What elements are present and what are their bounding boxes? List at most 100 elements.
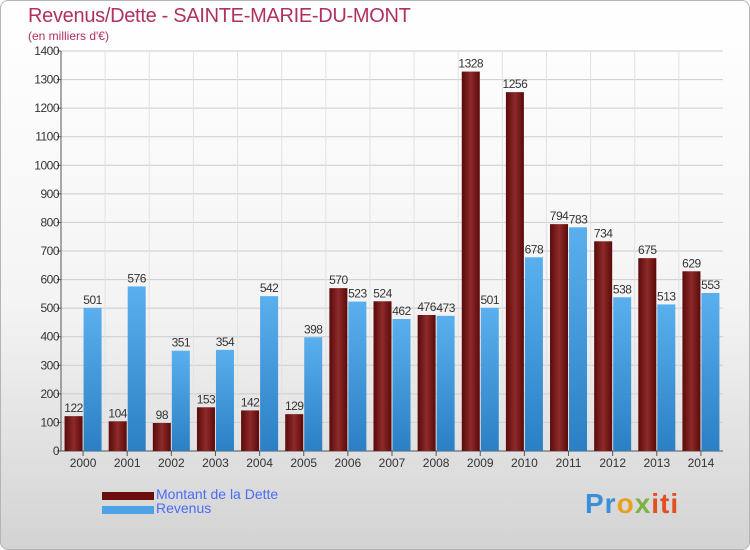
bar-dette <box>461 71 480 452</box>
bar-dette <box>594 241 613 451</box>
legend-label-revenus: Revenus <box>156 500 212 516</box>
data-label-revenus: 538 <box>613 282 632 296</box>
x-tick-label: 2010 <box>511 456 538 470</box>
bar-dette <box>285 414 304 451</box>
data-label-dette: 129 <box>285 399 304 413</box>
bar-revenus <box>348 301 367 451</box>
x-tick-label: 2006 <box>335 456 362 470</box>
bar-dette <box>550 224 569 451</box>
y-tick-label: 900 <box>40 187 59 201</box>
chart-subtitle: (en milliers d'€) <box>28 29 109 43</box>
bar-dette <box>638 258 657 451</box>
data-label-revenus: 473 <box>436 301 455 315</box>
bars <box>64 71 720 452</box>
x-tick-label: 2011 <box>556 456 582 470</box>
data-label-revenus: 783 <box>569 212 588 226</box>
chart-title: Revenus/Dette - SAINTE-MARIE-DU-MONT <box>28 5 411 27</box>
data-label-revenus: 553 <box>701 278 720 292</box>
y-tick-label: 700 <box>40 244 59 258</box>
bar-revenus <box>304 337 323 451</box>
bar-dette <box>196 407 215 451</box>
data-label-dette: 629 <box>682 256 701 270</box>
bar-dette <box>152 423 171 451</box>
data-label-dette: 142 <box>241 395 260 409</box>
y-tick-label: 1400 <box>34 44 60 58</box>
y-tick-label: 500 <box>40 301 59 315</box>
legend-swatch-dette <box>102 492 154 500</box>
y-tick-label: 100 <box>40 415 59 429</box>
bar-revenus <box>83 307 102 451</box>
data-label-revenus: 501 <box>83 293 102 307</box>
data-label-dette: 122 <box>64 401 83 415</box>
data-label-revenus: 523 <box>348 287 367 301</box>
bar-revenus <box>436 315 455 451</box>
x-tick-label: 2013 <box>643 456 670 470</box>
x-tick-label: 2002 <box>158 456 185 470</box>
bar-revenus <box>613 297 632 451</box>
bar-dette <box>108 421 127 451</box>
x-tick-label: 2014 <box>688 456 715 470</box>
bar-revenus <box>657 304 676 451</box>
axes: 0 100 200 300 400 500 600 700 800 900 1000 1100 1200… <box>34 44 723 470</box>
data-labels: 1225011045769835115335414254212939857052… <box>64 57 721 422</box>
x-tick-label: 2003 <box>202 456 229 470</box>
x-tick-label: 2004 <box>246 456 273 470</box>
y-tick-label: 400 <box>40 330 59 344</box>
y-tick-label: 200 <box>40 387 59 401</box>
bar-dette <box>241 410 260 451</box>
bar-dette <box>505 92 524 452</box>
proxiti-logo: Proxiti <box>585 488 680 519</box>
bar-revenus <box>701 293 720 451</box>
data-label-revenus: 513 <box>657 289 676 303</box>
data-label-revenus: 576 <box>127 271 146 285</box>
grid-lines <box>61 50 723 452</box>
y-tick-label: 600 <box>40 273 59 287</box>
data-label-dette: 104 <box>108 406 127 420</box>
bar-revenus <box>260 296 279 451</box>
data-label-dette: 476 <box>417 300 436 314</box>
bar-revenus <box>127 286 146 451</box>
y-tick-label: 1200 <box>34 101 60 115</box>
y-tick-label: 0 <box>53 444 60 458</box>
data-label-revenus: 501 <box>481 293 500 307</box>
data-label-revenus: 351 <box>172 336 191 350</box>
data-label-revenus: 678 <box>525 242 544 256</box>
data-label-dette: 794 <box>550 209 569 223</box>
x-tick-label: 2012 <box>599 456 626 470</box>
bar-revenus <box>392 319 411 451</box>
data-label-dette: 98 <box>156 408 169 422</box>
bar-revenus <box>215 349 234 451</box>
legend-swatch-revenus <box>102 506 154 514</box>
x-tick-label: 2007 <box>379 456 406 470</box>
bar-dette <box>373 301 392 451</box>
bar-dette <box>329 288 348 451</box>
y-tick-label: 1100 <box>35 130 60 144</box>
data-label-revenus: 542 <box>260 281 279 295</box>
x-tick-label: 2000 <box>70 456 97 470</box>
data-label-revenus: 354 <box>216 335 235 349</box>
bar-dette <box>682 271 701 451</box>
data-label-dette: 675 <box>638 243 657 257</box>
bar-dette <box>417 315 436 451</box>
bar-revenus <box>524 257 543 451</box>
x-tick-label: 2001 <box>114 456 141 470</box>
data-label-revenus: 462 <box>392 304 411 318</box>
y-tick-label: 300 <box>40 358 59 372</box>
y-tick-label: 1000 <box>34 158 60 172</box>
data-label-dette: 153 <box>197 392 216 406</box>
bar-revenus <box>171 350 190 451</box>
bar-dette <box>64 416 83 451</box>
x-tick-label: 2008 <box>423 456 450 470</box>
data-label-dette: 1328 <box>458 57 484 71</box>
data-label-dette: 1256 <box>503 77 529 91</box>
bar-revenus <box>480 307 499 451</box>
data-label-dette: 524 <box>373 286 392 300</box>
x-tick-label: 2009 <box>467 456 494 470</box>
y-tick-label: 800 <box>40 215 59 229</box>
bar-revenus <box>569 227 588 451</box>
legend-label-dette: Montant de la Dette <box>156 486 279 502</box>
y-tick-label: 1300 <box>34 73 60 87</box>
x-tick-label: 2005 <box>290 456 317 470</box>
